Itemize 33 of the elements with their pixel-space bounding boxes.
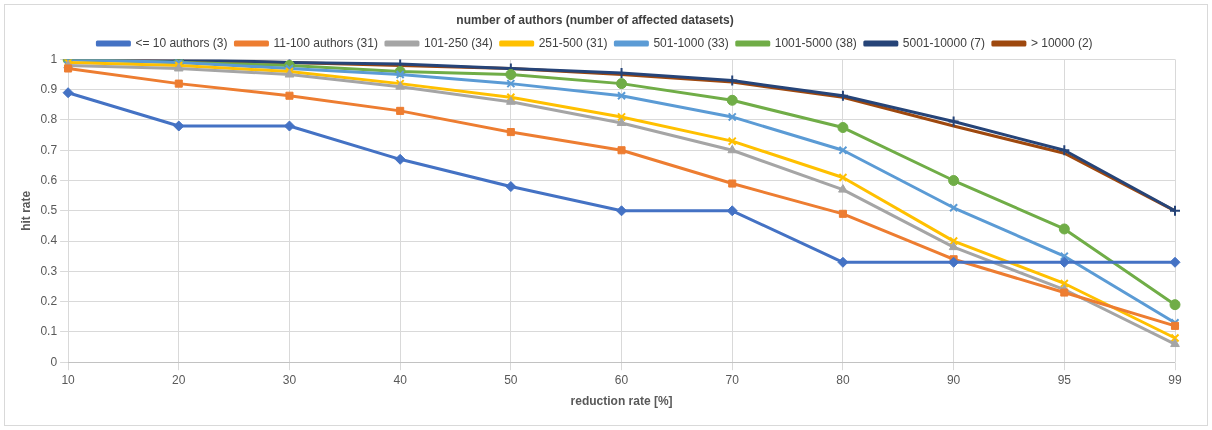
x-tick-label: 70 — [725, 372, 740, 387]
legend-label: 11-100 authors (31) — [273, 35, 378, 50]
y-tick-label: 0.4 — [40, 233, 58, 248]
x-tick-label: 50 — [504, 372, 518, 387]
y-tick-label: 0.5 — [40, 203, 58, 218]
legend-label: 5001-10000 (7) — [902, 35, 985, 50]
y-tick-label: 0.6 — [40, 172, 58, 187]
y-tick-label: 0.7 — [40, 142, 58, 157]
x-axis-title: reduction rate [%] — [570, 394, 673, 409]
y-tick-label: 0.2 — [40, 293, 58, 308]
legend-label: > 10000 (2) — [1030, 35, 1093, 50]
legend-label: 101-250 (34) — [423, 35, 493, 50]
y-tick-label: 0.1 — [40, 324, 58, 339]
x-tick-label: 60 — [614, 372, 629, 387]
x-tick-label: 90 — [946, 372, 961, 387]
y-tick-label: 1 — [50, 51, 58, 66]
x-tick-label: 20 — [172, 372, 186, 387]
x-tick-label: 10 — [61, 372, 76, 387]
x-tick-label: 30 — [282, 372, 297, 387]
legend-label: 501-1000 (33) — [653, 35, 729, 50]
legend-title: number of authors (number of affected datasets) — [456, 13, 734, 28]
legend-label: <= 10 authors (3) — [135, 35, 228, 50]
legend-label: 1001-5000 (38) — [774, 35, 857, 50]
x-tick-label: 99 — [1168, 372, 1182, 387]
y-tick-label: 0.8 — [40, 112, 58, 127]
x-tick-label: 95 — [1057, 372, 1072, 387]
y-axis-title: hit rate — [18, 190, 33, 231]
legend-label: 251-500 (31) — [538, 35, 608, 50]
y-tick-label: 0.3 — [40, 263, 58, 278]
x-tick-label: 40 — [393, 372, 408, 387]
y-tick-label: 0.9 — [40, 81, 58, 96]
x-tick-label: 80 — [836, 372, 850, 387]
y-tick-label: 0 — [50, 354, 58, 369]
